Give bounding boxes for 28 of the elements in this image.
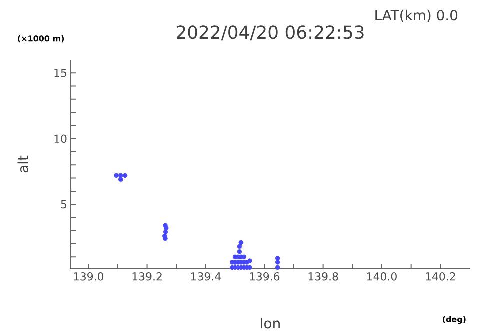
- y-tick-label: 5: [61, 200, 67, 209]
- point: [163, 230, 168, 235]
- point: [122, 173, 128, 178]
- x-tick-label: 139.4: [191, 272, 222, 281]
- point: [248, 258, 252, 264]
- x-tick-label: 139.6: [250, 272, 280, 281]
- chart-title: 2022/04/20 06:22:53: [177, 26, 364, 41]
- point: [114, 173, 119, 178]
- point: [164, 226, 169, 231]
- point: [237, 244, 242, 250]
- point: [238, 240, 244, 246]
- y-tick-label: 15: [54, 69, 67, 78]
- y-tick-label: 10: [54, 134, 67, 144]
- x-tick-label: 139.2: [132, 272, 162, 281]
- point: [275, 265, 280, 270]
- point: [248, 265, 252, 270]
- x-tick-label: 140.2: [426, 272, 456, 281]
- point: [118, 173, 124, 178]
- chart-subtitle: LAT(km) 0.0: [376, 10, 458, 22]
- x-tick-label: 139.0: [74, 272, 104, 281]
- point: [237, 250, 242, 254]
- x-tick-label: 139.8: [308, 272, 338, 281]
- point: [275, 260, 280, 265]
- y-axis-title: alt: [18, 156, 29, 173]
- point: [118, 177, 124, 182]
- point: [275, 256, 280, 261]
- x-axis-title: lon: [261, 318, 280, 329]
- x-tick-label: 140.0: [368, 272, 397, 281]
